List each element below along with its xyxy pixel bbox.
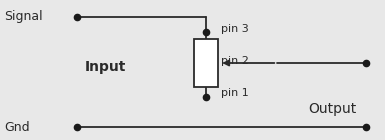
Text: Gnd: Gnd <box>4 121 30 134</box>
Text: pin 1: pin 1 <box>221 88 249 98</box>
Bar <box>194 39 218 87</box>
Text: pin 2: pin 2 <box>221 56 249 66</box>
Text: Input: Input <box>85 60 126 74</box>
Text: pin 3: pin 3 <box>221 24 249 34</box>
Text: Signal: Signal <box>4 10 42 23</box>
Text: Output: Output <box>308 102 356 116</box>
